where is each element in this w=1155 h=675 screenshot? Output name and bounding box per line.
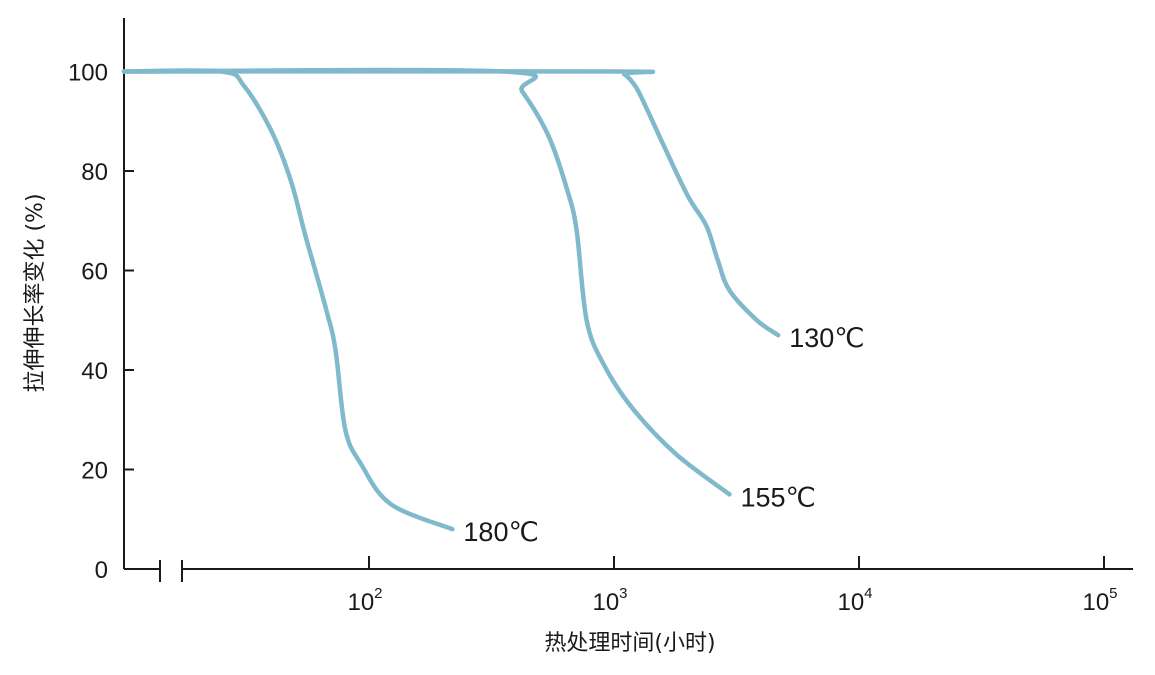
series: 180℃ 155℃ 130℃	[121, 67, 865, 547]
x-tick-base: 10	[1082, 589, 1109, 616]
x-tick-exponent: 2	[374, 585, 382, 602]
y-tick-label: 80	[81, 159, 108, 186]
x-tick-label: 104	[837, 585, 872, 616]
series-line	[121, 69, 781, 338]
axes	[123, 18, 1133, 570]
x-tick-exponent: 5	[1109, 585, 1117, 602]
x-tick-label: 103	[592, 585, 627, 616]
series-label: 180℃	[463, 517, 538, 547]
y-tick-label: 0	[95, 557, 108, 584]
x-tick-label: 102	[347, 585, 382, 616]
x-tick-exponent: 4	[864, 585, 872, 602]
y-tick-label: 60	[81, 259, 108, 286]
y-tick-label: 20	[81, 458, 108, 485]
series-label: 155℃	[740, 482, 815, 512]
series-line	[121, 67, 732, 497]
x-axis-label: 热处理时间(小时)	[544, 631, 715, 656]
x-tick-base: 10	[347, 589, 374, 616]
x-ticks: 102 103 104 105	[347, 556, 1118, 616]
x-tick-base: 10	[592, 589, 619, 616]
x-tick-exponent: 3	[619, 585, 627, 602]
y-axis-label: 拉伸伸长率变化 (%)	[23, 193, 48, 392]
y-tick-label: 40	[81, 358, 108, 385]
axis-break	[159, 560, 183, 582]
series-label: 130℃	[789, 323, 864, 353]
x-tick-base: 10	[837, 589, 864, 616]
y-tick-label: 100	[68, 60, 108, 87]
series-line	[121, 68, 455, 532]
x-tick-label: 105	[1082, 585, 1117, 616]
